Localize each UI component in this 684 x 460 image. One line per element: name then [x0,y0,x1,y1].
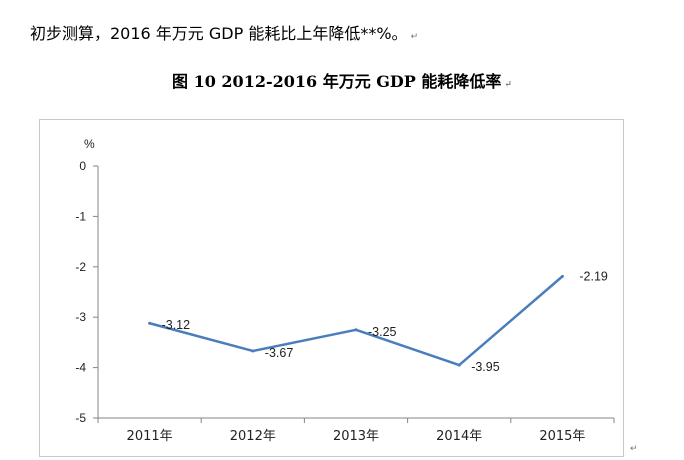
data-label: -3.12 [162,318,191,332]
paragraph-mark-icon: ↵ [630,444,638,454]
data-point [354,328,358,332]
chart-frame: % 0 -1 -2 -3 -4 -5 2011年 2012年 2013年 2014年 2015年 -3.… [39,119,624,457]
line-chart: % 0 -1 -2 -3 -4 -5 2011年 2012年 2013年 2014年 2015年 -3.… [75,137,615,444]
data-point [251,349,255,353]
data-label: -3.25 [368,325,397,339]
data-point [560,274,564,278]
y-tick-label: -3 [75,310,86,324]
x-tick-label: 2014年 [436,429,482,444]
data-label: -3.67 [265,346,294,360]
x-tick-label: 2015年 [539,429,585,444]
x-tick-label: 2013年 [333,429,379,444]
y-tick-label: -5 [75,411,86,425]
y-tick-label: -4 [75,361,86,375]
data-label: -2.19 [579,269,608,283]
y-tick-label: 0 [79,159,86,173]
paragraph-mark-icon: ↵ [410,32,419,42]
intro-paragraph: 初步测算，2016 年万元 GDP 能耗比上年降低**%。 ↵ [30,20,418,44]
intro-text: 初步测算，2016 年万元 GDP 能耗比上年降低**%。 [30,24,408,43]
y-axis-unit-label: % [84,137,95,151]
x-tick-label: 2012年 [230,429,276,444]
data-label: -3.95 [471,360,500,374]
figure-title: 图 10 2012-2016 年万元 GDP 能耗降低率 ↵ [0,68,684,92]
figure-title-text: 图 10 2012-2016 年万元 GDP 能耗降低率 [172,72,502,91]
y-tick-label: -1 [75,209,86,223]
data-point [148,321,152,325]
y-tick-label: -2 [75,260,86,274]
data-point [457,363,461,367]
x-tick-label: 2011年 [127,429,173,444]
series-line [149,275,564,367]
paragraph-mark-icon: ↵ [504,80,512,90]
